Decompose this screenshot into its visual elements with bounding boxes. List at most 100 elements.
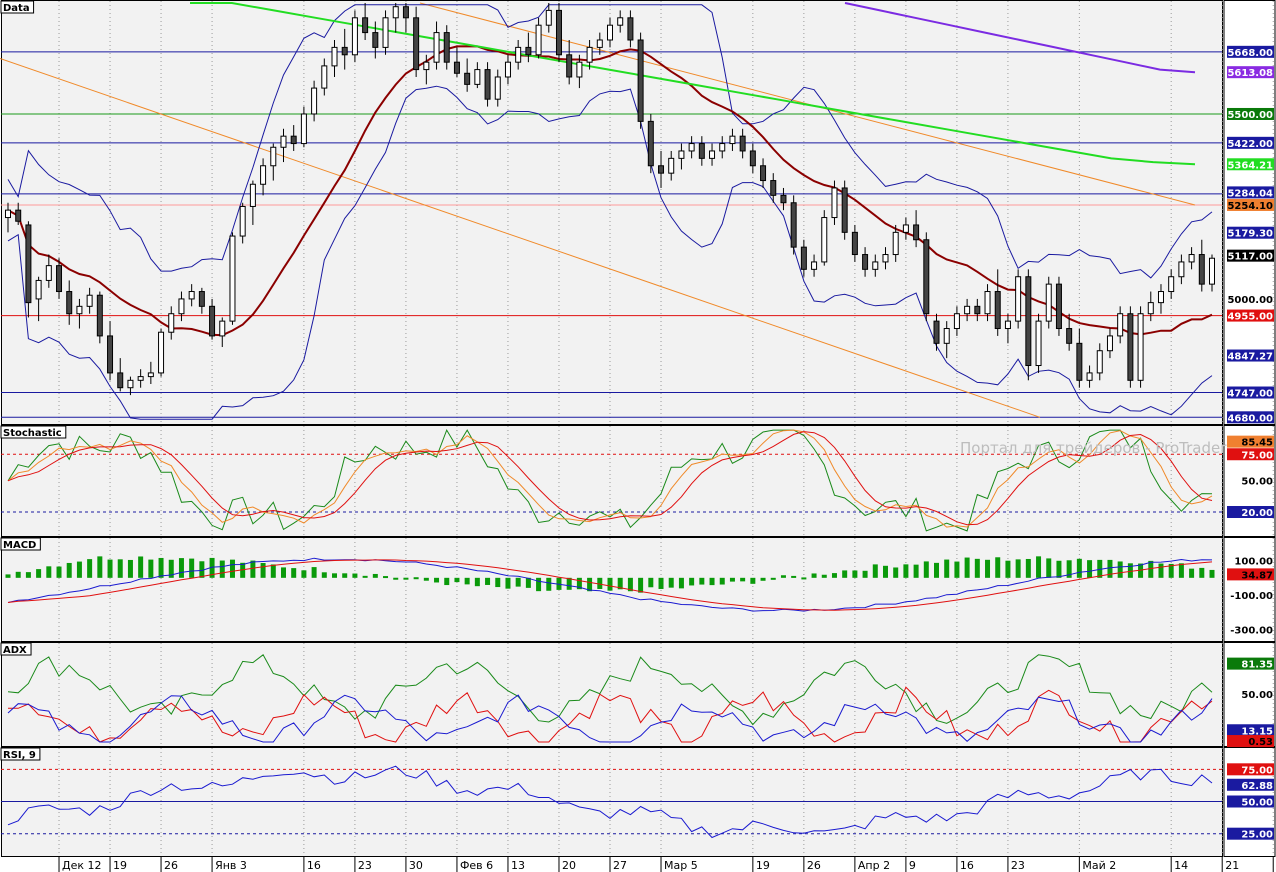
candle-body <box>1004 320 1011 330</box>
macd-histogram-bar <box>66 562 72 578</box>
candle <box>198 287 205 314</box>
candle-body <box>658 165 665 174</box>
candle <box>341 28 348 70</box>
date-label: Дек 12 <box>62 859 102 872</box>
macd-histogram-bar <box>1015 559 1021 578</box>
candle <box>647 113 654 174</box>
macd-histogram-bar <box>372 573 378 578</box>
axis-label: 5364.21 <box>1227 160 1273 171</box>
macd-histogram-bar <box>536 577 542 592</box>
candle-body <box>107 335 114 374</box>
candle <box>66 280 73 325</box>
date-label: 30 <box>409 859 423 872</box>
candle <box>249 180 256 225</box>
candle-body <box>515 46 522 63</box>
candle-body <box>913 224 920 241</box>
macd-histogram-bar <box>1178 563 1184 578</box>
macd-histogram-bar <box>627 577 633 592</box>
candle <box>770 173 777 203</box>
macd-histogram-bar <box>434 577 440 583</box>
macd-histogram-bar <box>760 577 766 581</box>
candle-body <box>117 372 124 389</box>
candle <box>709 143 716 166</box>
candle-body <box>1117 313 1124 337</box>
date-label: Май 2 <box>1082 859 1116 872</box>
candle-body <box>1055 283 1062 330</box>
candle <box>372 21 379 59</box>
candle-body <box>668 157 675 174</box>
axis-label-bg <box>1227 386 1274 399</box>
candle-body <box>974 305 981 315</box>
axis-label: -300.00 <box>1230 625 1273 636</box>
candle-body <box>862 254 869 270</box>
candle <box>1035 313 1042 373</box>
macd-histogram-bar <box>913 564 919 578</box>
macd-histogram-bar <box>576 577 582 590</box>
macd-histogram-bar <box>974 558 980 578</box>
candle-body <box>923 239 930 315</box>
candle-body <box>698 143 705 159</box>
macd-histogram-bar <box>321 572 327 578</box>
candle-body <box>198 291 205 307</box>
candle-body <box>300 113 307 145</box>
macd-histogram-bar <box>648 577 654 588</box>
candle <box>260 158 267 196</box>
axis-label-bg <box>1227 309 1274 322</box>
candle <box>168 306 175 340</box>
adx-plus-di-line <box>7 694 1213 743</box>
price-pane-background <box>1 0 1222 425</box>
candle-body <box>1178 261 1185 278</box>
candle <box>1096 343 1103 381</box>
axis-label: 34.87 <box>1241 570 1273 581</box>
date-label: Мар 5 <box>664 859 698 872</box>
candle <box>494 69 501 107</box>
candle-body <box>341 46 348 56</box>
candle <box>1106 328 1113 359</box>
candle <box>555 3 562 63</box>
macd-histogram-bar <box>87 559 93 578</box>
candle <box>515 39 522 70</box>
macd-histogram-bar <box>178 558 184 578</box>
macd-histogram-bar <box>995 557 1001 578</box>
macd-histogram-bar <box>954 561 960 578</box>
candle-body <box>882 254 889 263</box>
candle-body <box>15 209 22 222</box>
candle <box>1015 269 1022 329</box>
candle <box>453 47 460 77</box>
macd-histogram-bar <box>678 577 684 589</box>
macd-histogram-bar <box>311 567 317 578</box>
candle-body <box>188 291 195 300</box>
macd-histogram-bar <box>770 577 776 580</box>
candle <box>658 150 665 188</box>
macd-histogram-bar <box>638 577 644 593</box>
candle <box>923 232 930 322</box>
candle-body <box>351 17 358 56</box>
candle <box>147 361 154 385</box>
candle <box>209 298 216 340</box>
candle <box>984 284 991 322</box>
candle-body <box>372 32 379 48</box>
macd-pane-title: MACD <box>3 540 36 551</box>
macd-histogram-bar <box>280 567 286 578</box>
macd-histogram-bar <box>362 575 368 578</box>
candle <box>953 306 960 336</box>
candle-body <box>841 187 848 233</box>
axis-label: 13.15 <box>1241 726 1273 737</box>
candle-body <box>1025 276 1032 367</box>
axis-label-bg <box>1227 186 1274 199</box>
macd-histogram-bar <box>964 557 970 578</box>
moving-average-purple <box>844 2 1196 74</box>
macd-histogram-bar <box>546 577 552 591</box>
macd-histogram-bar <box>882 565 888 578</box>
candle-body <box>851 231 858 256</box>
macd-histogram-bar <box>750 577 756 584</box>
candle-body <box>311 87 318 115</box>
candle-body <box>596 39 603 48</box>
candle-body <box>790 202 797 248</box>
candle <box>35 276 42 322</box>
macd-histogram-bar <box>15 571 21 578</box>
candle <box>576 54 583 89</box>
macd-histogram-bar <box>1036 556 1042 578</box>
macd-histogram-bar <box>168 559 174 578</box>
